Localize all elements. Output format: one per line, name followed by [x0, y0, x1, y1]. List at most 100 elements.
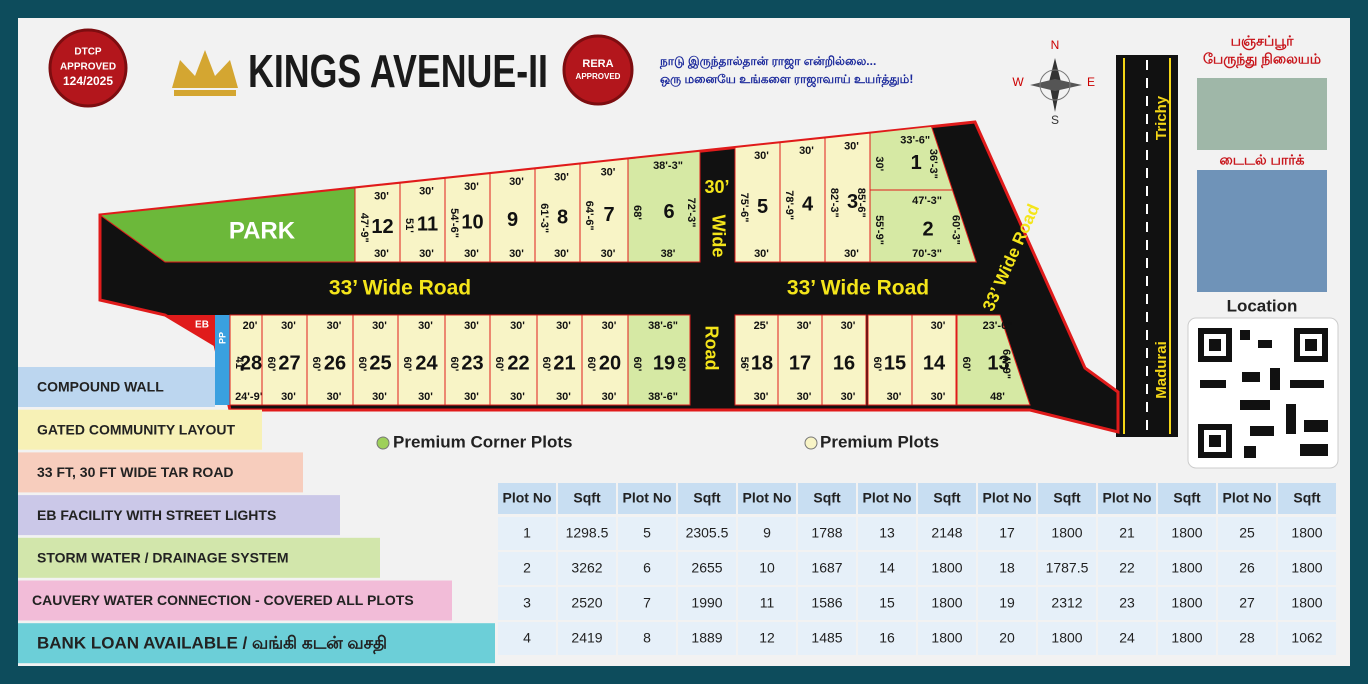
- plot-number: 25: [369, 352, 391, 374]
- plot-number: 19: [653, 352, 675, 374]
- plot-dimension: 51': [403, 218, 415, 233]
- plot-dimension: 60': [356, 357, 368, 372]
- plot-dimension: 30': [464, 181, 479, 193]
- table-cell-bg: [1158, 517, 1216, 550]
- compass-e: E: [1087, 75, 1095, 89]
- plot-dimension: 30': [887, 391, 902, 403]
- table-cell-bg: [1038, 587, 1096, 620]
- plot-dimension: 60': [448, 357, 460, 372]
- table-header-cell: [558, 483, 616, 514]
- rera-text: APPROVED: [576, 72, 621, 81]
- table-cell: 1800: [931, 560, 962, 576]
- table-cell-bg: [678, 552, 736, 585]
- table-header: Sqft: [933, 490, 961, 506]
- road-label: 33’ Wide Road: [329, 277, 471, 300]
- plot-dimension: 72'-3": [685, 198, 697, 228]
- dtcp-text: APPROVED: [60, 62, 116, 73]
- table-header: Plot No: [1223, 490, 1272, 506]
- feature-label: BANK LOAN AVAILABLE / வங்கி கடன் வசதி: [37, 634, 387, 654]
- table-cell-bg: [498, 622, 556, 655]
- table-cell: 19: [999, 595, 1015, 611]
- table-cell: 9: [763, 525, 771, 541]
- plot-dimension: 38'-6": [648, 320, 678, 332]
- table-cell: 1990: [691, 595, 722, 611]
- plot-number: 16: [833, 352, 855, 374]
- table-header-cell: [858, 483, 916, 514]
- table-header: Sqft: [573, 490, 601, 506]
- table-cell: 10: [759, 560, 775, 576]
- table-header-cell: [618, 483, 676, 514]
- dtcp-text: DTCP: [74, 47, 102, 58]
- table-cell-bg: [1098, 622, 1156, 655]
- pp-area: [215, 315, 230, 405]
- table-header-cell: [1098, 483, 1156, 514]
- table-cell-bg: [678, 517, 736, 550]
- table-cell: 24: [1119, 630, 1135, 646]
- table-cell: 17: [999, 525, 1015, 541]
- table-header: Plot No: [983, 490, 1032, 506]
- table-header: Plot No: [623, 490, 672, 506]
- plot-dimension: 60'-3": [949, 215, 961, 245]
- plot-dimension: 30': [931, 320, 946, 332]
- table-cell: 5: [643, 525, 651, 541]
- plot-dimension: 30': [509, 248, 524, 260]
- table-cell: 1800: [1171, 595, 1202, 611]
- table-header-cell: [918, 483, 976, 514]
- plot-dimension: 30': [374, 248, 389, 260]
- road-label: Wide: [708, 215, 728, 258]
- plot-number: 13: [987, 352, 1009, 374]
- plot-dimension: 30': [372, 391, 387, 403]
- table-cell-bg: [1218, 622, 1276, 655]
- feature-bar: [18, 623, 495, 664]
- plot: [821, 314, 867, 406]
- plot-dimension: 30': [418, 320, 433, 332]
- table-cell: 13: [879, 525, 895, 541]
- plot-dimension: 78'-9": [783, 190, 795, 220]
- legend-label: Premium Plots: [820, 432, 939, 451]
- table-cell: 1800: [931, 595, 962, 611]
- table-cell-bg: [1278, 622, 1336, 655]
- plot-dimension: 30': [374, 191, 389, 203]
- landmark-title: பேருந்து நிலையம்: [1203, 51, 1321, 69]
- feature-bar: [18, 537, 380, 578]
- table-cell-bg: [558, 517, 616, 550]
- table-cell-bg: [558, 587, 616, 620]
- table-cell-bg: [918, 622, 976, 655]
- table-header-cell: [738, 483, 796, 514]
- plot-dimension: 60': [401, 357, 413, 372]
- feature-bar: [18, 409, 262, 450]
- table-cell: 1800: [1051, 630, 1082, 646]
- plot-dimension: 70'-3": [912, 248, 942, 260]
- table-cell-bg: [1038, 517, 1096, 550]
- plot-dimension: 30': [931, 391, 946, 403]
- plot-number: 23: [461, 352, 483, 374]
- table-header-cell: [978, 483, 1036, 514]
- table-cell-bg: [1218, 552, 1276, 585]
- plot-dimension: 82'-3": [828, 188, 840, 218]
- rera-badge: [562, 34, 634, 106]
- plot-dimension: 30': [841, 391, 856, 403]
- table-cell-bg: [738, 587, 796, 620]
- plot-dimension: 30': [510, 320, 525, 332]
- table-cell: 21: [1119, 525, 1135, 541]
- feature-label: EB FACILITY WITH STREET LIGHTS: [37, 507, 276, 523]
- plot-number: 12: [371, 216, 393, 238]
- plot-dimension: 23'-6": [983, 320, 1013, 332]
- eb-label: EB: [195, 320, 209, 331]
- plot-dimension: 60': [960, 357, 972, 372]
- plot-dimension: 30': [754, 248, 769, 260]
- plot-dimension: 30': [799, 145, 814, 157]
- road-label: 33’ Wide Road: [787, 277, 929, 300]
- table-cell-bg: [498, 517, 556, 550]
- table-cell-bg: [978, 622, 1036, 655]
- title: KINGS AVENUE-II: [248, 45, 548, 97]
- table-cell: 22: [1119, 560, 1135, 576]
- plot-dimension: 60': [585, 357, 597, 372]
- table-cell-bg: [1158, 587, 1216, 620]
- road-label: Road: [701, 326, 721, 371]
- table-cell: 7: [643, 595, 651, 611]
- plot-dimension: 64'-9": [1000, 349, 1012, 379]
- plot-dimension: 30': [797, 391, 812, 403]
- table-cell: 11: [760, 595, 775, 611]
